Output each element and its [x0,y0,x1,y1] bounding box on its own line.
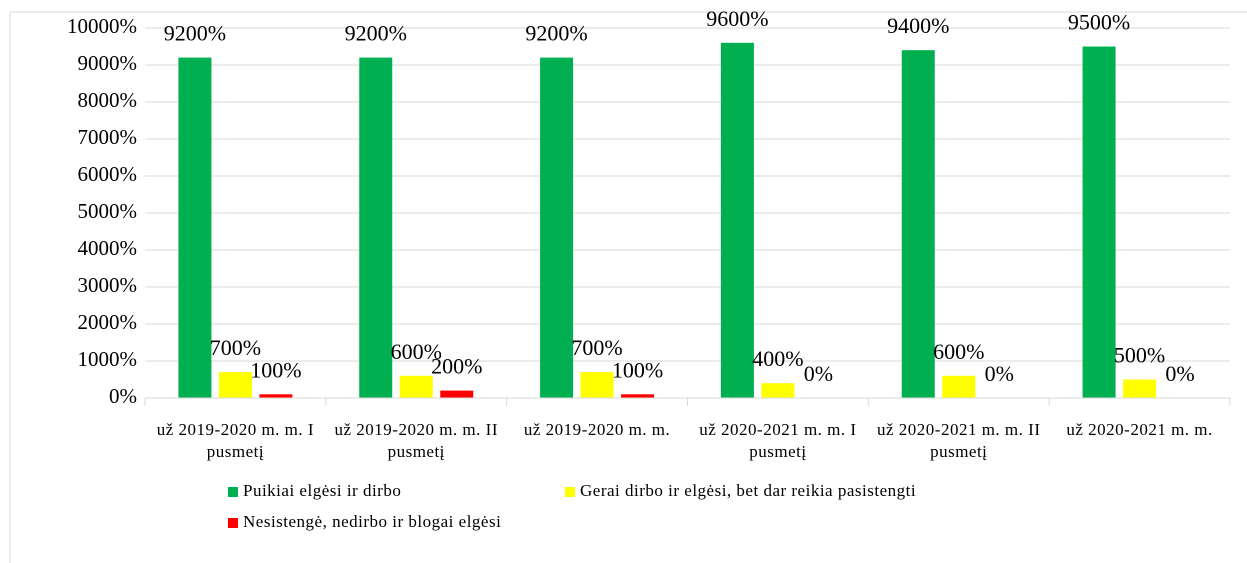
data-label: 0% [985,361,1014,386]
y-tick-label: 10000% [67,14,137,38]
bar [178,57,212,398]
y-tick-label: 8000% [78,88,138,112]
data-label: 400% [752,346,803,371]
bar [259,394,293,398]
x-tick-label: už 2019-2020 m. m. I pusmetį [156,420,315,461]
bar [720,42,754,399]
legend-label: Puikiai elgėsi ir dirbo [243,481,401,500]
bar [761,383,795,398]
x-tick-label: už 2020-2021 m. m. [1066,420,1213,439]
y-tick-label: 3000% [78,273,138,297]
data-label: 700% [210,335,261,360]
data-label: 9500% [1068,10,1130,35]
data-label: 9200% [525,21,587,46]
data-label: 200% [431,354,482,379]
y-tick-label: 0% [109,384,137,408]
legend-label: Gerai dirbo ir elgėsi, bet dar reikia pa… [580,481,916,500]
y-tick-label: 7000% [78,125,138,149]
data-label: 9600% [706,6,768,31]
y-tick-label: 9000% [78,51,138,75]
legend-marker [228,487,238,497]
bar [942,375,976,398]
legend-marker [228,518,238,528]
bar [1123,379,1157,398]
data-label: 100% [250,357,301,382]
bar [440,390,474,398]
bar [218,372,252,398]
y-tick-label: 6000% [78,162,138,186]
x-tick-label: už 2020-2021 m. m. I pusmetį [699,420,857,461]
data-label: 9200% [164,21,226,46]
x-tick-label: už 2020-2021 m. m. II pusmetį [877,420,1041,461]
bar [901,50,935,398]
data-label: 0% [804,361,833,386]
bar [399,375,433,398]
data-label: 0% [1165,361,1194,386]
bar [621,394,655,398]
data-label: 500% [1114,343,1165,368]
y-tick-label: 5000% [78,199,138,223]
data-label: 700% [571,335,622,360]
bar [540,57,574,398]
data-label: 9200% [345,21,407,46]
bar [359,57,393,398]
x-tick-label: už 2019-2020 m. m. [523,420,671,439]
x-tick-label: už 2019-2020 m. m. II pusmetį [334,420,498,461]
data-label: 600% [933,339,984,364]
y-tick-label: 1000% [78,347,138,371]
bar [1082,46,1116,398]
y-tick-label: 2000% [78,310,138,334]
bar [580,372,614,398]
legend-marker [565,487,575,497]
legend-label: Nesistengė, nedirbo ir blogai elgėsi [243,512,501,531]
data-label: 600% [391,339,442,364]
data-label: 100% [612,357,663,382]
data-label: 9400% [887,13,949,38]
y-tick-label: 4000% [78,236,138,260]
